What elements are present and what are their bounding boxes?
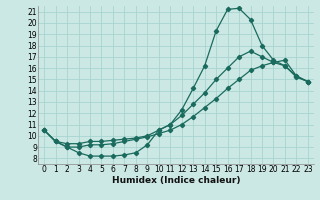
X-axis label: Humidex (Indice chaleur): Humidex (Indice chaleur): [112, 176, 240, 185]
